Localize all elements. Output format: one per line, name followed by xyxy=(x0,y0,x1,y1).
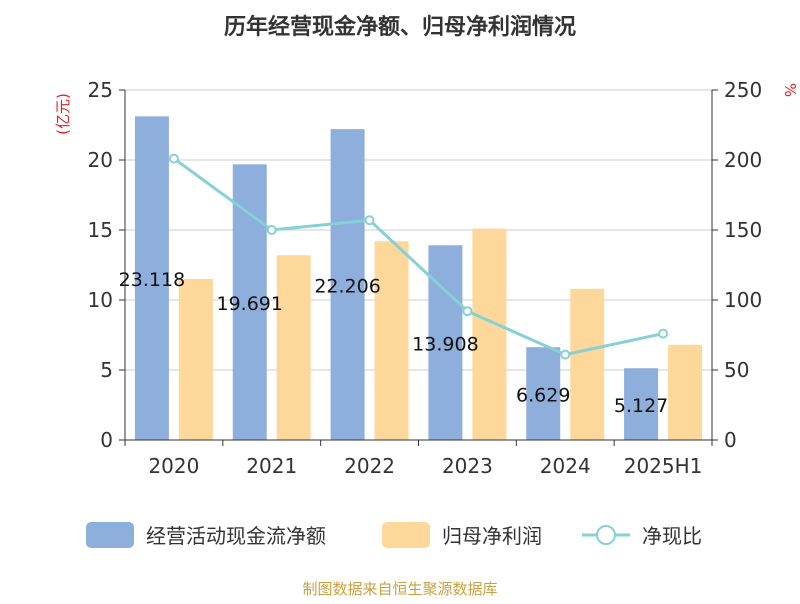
x-tick-label: 2022 xyxy=(344,454,395,478)
line-net-cash-ratio xyxy=(173,157,664,357)
data-label-cashflow: 5.127 xyxy=(614,395,668,417)
bar-cashflow xyxy=(624,368,659,440)
x-tick-label: 2024 xyxy=(540,454,591,478)
y-right-tick-label: 0 xyxy=(724,428,737,452)
data-label-cashflow: 19.691 xyxy=(217,293,283,315)
source-note: 制图数据来自恒生聚源数据库 xyxy=(302,580,497,598)
y-left-tick-label: 5 xyxy=(100,358,113,382)
bar-netprofit xyxy=(668,344,703,440)
y-right-tick-label: 250 xyxy=(724,78,762,102)
bar-cashflow xyxy=(330,129,365,440)
bar-netprofit xyxy=(374,241,409,440)
y-left-axis-label: (亿元) xyxy=(54,93,72,135)
data-label-cashflow: 22.206 xyxy=(314,276,380,298)
bar-cashflow xyxy=(232,164,267,441)
point-net-cash-ratio xyxy=(168,153,179,164)
legend-label-cashflow: 经营活动现金流净额 xyxy=(146,524,326,548)
point-net-cash-ratio xyxy=(658,328,669,339)
chart-title: 历年经营现金净额、归母净利润情况 xyxy=(224,14,576,40)
legend-label-net-cash-ratio: 净现比 xyxy=(642,524,702,548)
bar-cashflow xyxy=(428,245,463,440)
bar-netprofit xyxy=(472,228,507,440)
bar-cashflow xyxy=(526,347,561,440)
point-net-cash-ratio xyxy=(560,349,571,360)
line-layer xyxy=(168,153,669,360)
y-right-axis-label: % xyxy=(781,83,799,97)
legend-label-netprofit: 归母净利润 xyxy=(442,524,542,548)
label-layer: 23.118 19.691 22.206 13.908 6.629 5.127 xyxy=(119,269,669,417)
y-right-tick-label: 50 xyxy=(724,358,749,382)
y-left-tick-label: 10 xyxy=(88,288,113,312)
bar-layer xyxy=(134,116,703,441)
x-tick-label: 2025H1 xyxy=(624,454,703,478)
x-tick-label: 2023 xyxy=(442,454,493,478)
data-label-cashflow: 6.629 xyxy=(516,385,570,407)
point-net-cash-ratio xyxy=(462,306,473,317)
bar-netprofit xyxy=(276,255,311,440)
legend-swatch-netprofit xyxy=(382,522,430,548)
y-left-tick-label: 15 xyxy=(88,218,113,242)
y-right-tick-label: 100 xyxy=(724,288,762,312)
data-label-cashflow: 13.908 xyxy=(412,334,478,356)
x-tick-label: 2020 xyxy=(148,454,199,478)
y-left-tick-label: 25 xyxy=(88,78,113,102)
point-net-cash-ratio xyxy=(266,225,277,235)
legend-swatch-cashflow xyxy=(86,522,134,548)
x-tick-label: 2021 xyxy=(246,454,297,478)
point-net-cash-ratio xyxy=(364,215,375,226)
bar-netprofit xyxy=(178,279,213,440)
data-label-cashflow: 23.118 xyxy=(119,269,185,291)
y-left-tick-label: 0 xyxy=(100,428,113,452)
y-left-tick-label: 20 xyxy=(88,148,113,172)
legend: 经营活动现金流净额 归母净利润 净现比 xyxy=(86,522,702,548)
grid-layer xyxy=(125,89,712,371)
y-right-tick-label: 200 xyxy=(724,148,762,172)
bar-netprofit xyxy=(570,288,605,440)
bar-cashflow xyxy=(134,116,169,441)
y-right-tick-label: 150 xyxy=(724,218,762,242)
legend-marker-net-cash-ratio xyxy=(596,525,616,545)
